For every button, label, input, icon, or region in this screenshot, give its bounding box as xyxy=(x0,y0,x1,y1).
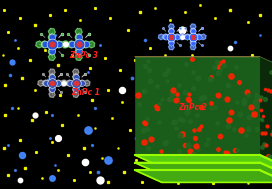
Polygon shape xyxy=(82,41,89,48)
Polygon shape xyxy=(135,170,272,182)
Polygon shape xyxy=(73,74,79,80)
Polygon shape xyxy=(169,28,174,34)
Polygon shape xyxy=(169,44,174,50)
Polygon shape xyxy=(135,57,272,69)
Polygon shape xyxy=(49,74,55,80)
Polygon shape xyxy=(49,86,55,93)
Polygon shape xyxy=(135,163,272,175)
Polygon shape xyxy=(49,91,55,97)
Polygon shape xyxy=(38,80,44,86)
Polygon shape xyxy=(196,34,202,40)
Polygon shape xyxy=(73,86,79,93)
Polygon shape xyxy=(190,44,196,50)
Polygon shape xyxy=(184,34,190,40)
Polygon shape xyxy=(73,91,79,97)
Polygon shape xyxy=(62,80,67,86)
Polygon shape xyxy=(79,80,85,86)
Polygon shape xyxy=(159,34,164,40)
Polygon shape xyxy=(75,48,82,55)
Polygon shape xyxy=(75,34,82,41)
Polygon shape xyxy=(135,57,260,155)
Polygon shape xyxy=(48,48,55,55)
Text: ZnPc 2: ZnPc 2 xyxy=(178,103,207,112)
Polygon shape xyxy=(163,34,169,40)
Polygon shape xyxy=(174,34,180,40)
Polygon shape xyxy=(49,69,55,75)
Polygon shape xyxy=(41,41,48,48)
Polygon shape xyxy=(36,41,42,48)
Polygon shape xyxy=(180,34,186,40)
Text: ZnPc 3: ZnPc 3 xyxy=(69,51,98,60)
Polygon shape xyxy=(75,28,82,35)
Polygon shape xyxy=(66,80,73,86)
Polygon shape xyxy=(169,24,174,29)
Polygon shape xyxy=(135,155,272,167)
Polygon shape xyxy=(43,80,49,86)
Polygon shape xyxy=(260,57,272,167)
Polygon shape xyxy=(201,34,206,40)
Polygon shape xyxy=(68,41,75,48)
Polygon shape xyxy=(190,28,196,34)
Polygon shape xyxy=(63,41,69,48)
Polygon shape xyxy=(84,80,90,86)
Polygon shape xyxy=(55,80,61,86)
Polygon shape xyxy=(190,40,196,45)
Polygon shape xyxy=(169,40,174,45)
Polygon shape xyxy=(73,69,79,75)
Polygon shape xyxy=(88,41,95,48)
Polygon shape xyxy=(48,34,55,41)
Polygon shape xyxy=(75,54,82,60)
Polygon shape xyxy=(48,54,55,60)
Text: ZnPc 1: ZnPc 1 xyxy=(71,88,100,98)
Polygon shape xyxy=(179,34,184,40)
Polygon shape xyxy=(55,41,63,48)
Polygon shape xyxy=(61,41,68,48)
Polygon shape xyxy=(190,24,196,29)
Polygon shape xyxy=(48,28,55,35)
Polygon shape xyxy=(60,80,66,86)
